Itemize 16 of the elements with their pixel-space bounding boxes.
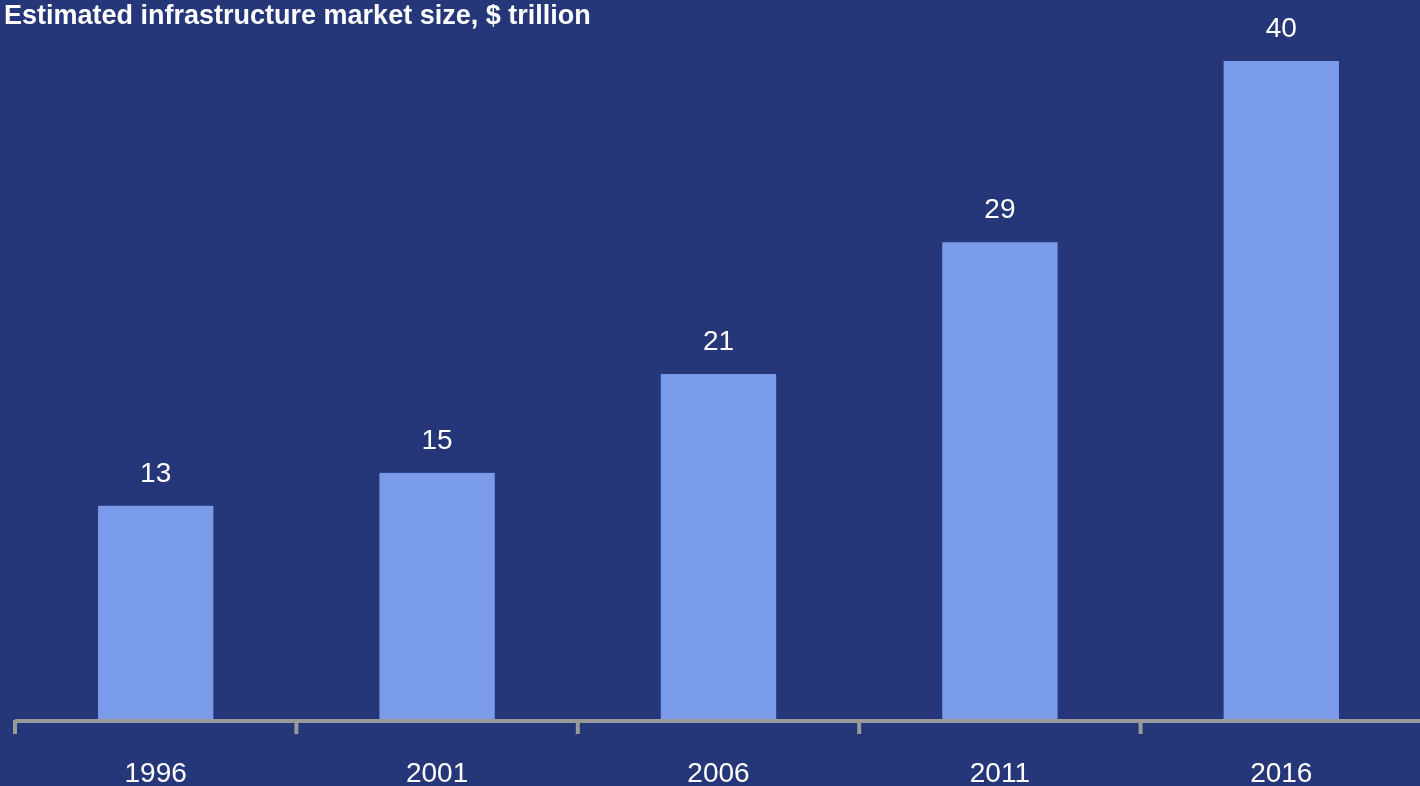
bar <box>98 505 214 720</box>
x-tick-label: 2016 <box>1250 757 1313 786</box>
x-tick-label: 2011 <box>969 757 1031 786</box>
data-label: 21 <box>702 325 735 357</box>
chart-title: Estimated infrastructure market size, $ trillion <box>4 0 591 30</box>
x-tick-label: 2001 <box>405 757 469 786</box>
data-label: 15 <box>421 423 453 455</box>
bar <box>942 242 1058 720</box>
bar <box>1223 61 1339 720</box>
x-tick-label: 2006 <box>687 757 750 786</box>
bar <box>379 472 495 720</box>
x-tick-label: 1996 <box>124 757 187 786</box>
bar <box>660 374 777 720</box>
data-label: 13 <box>140 456 172 488</box>
data-label: 40 <box>1265 12 1297 43</box>
data-label: 29 <box>984 193 1016 225</box>
